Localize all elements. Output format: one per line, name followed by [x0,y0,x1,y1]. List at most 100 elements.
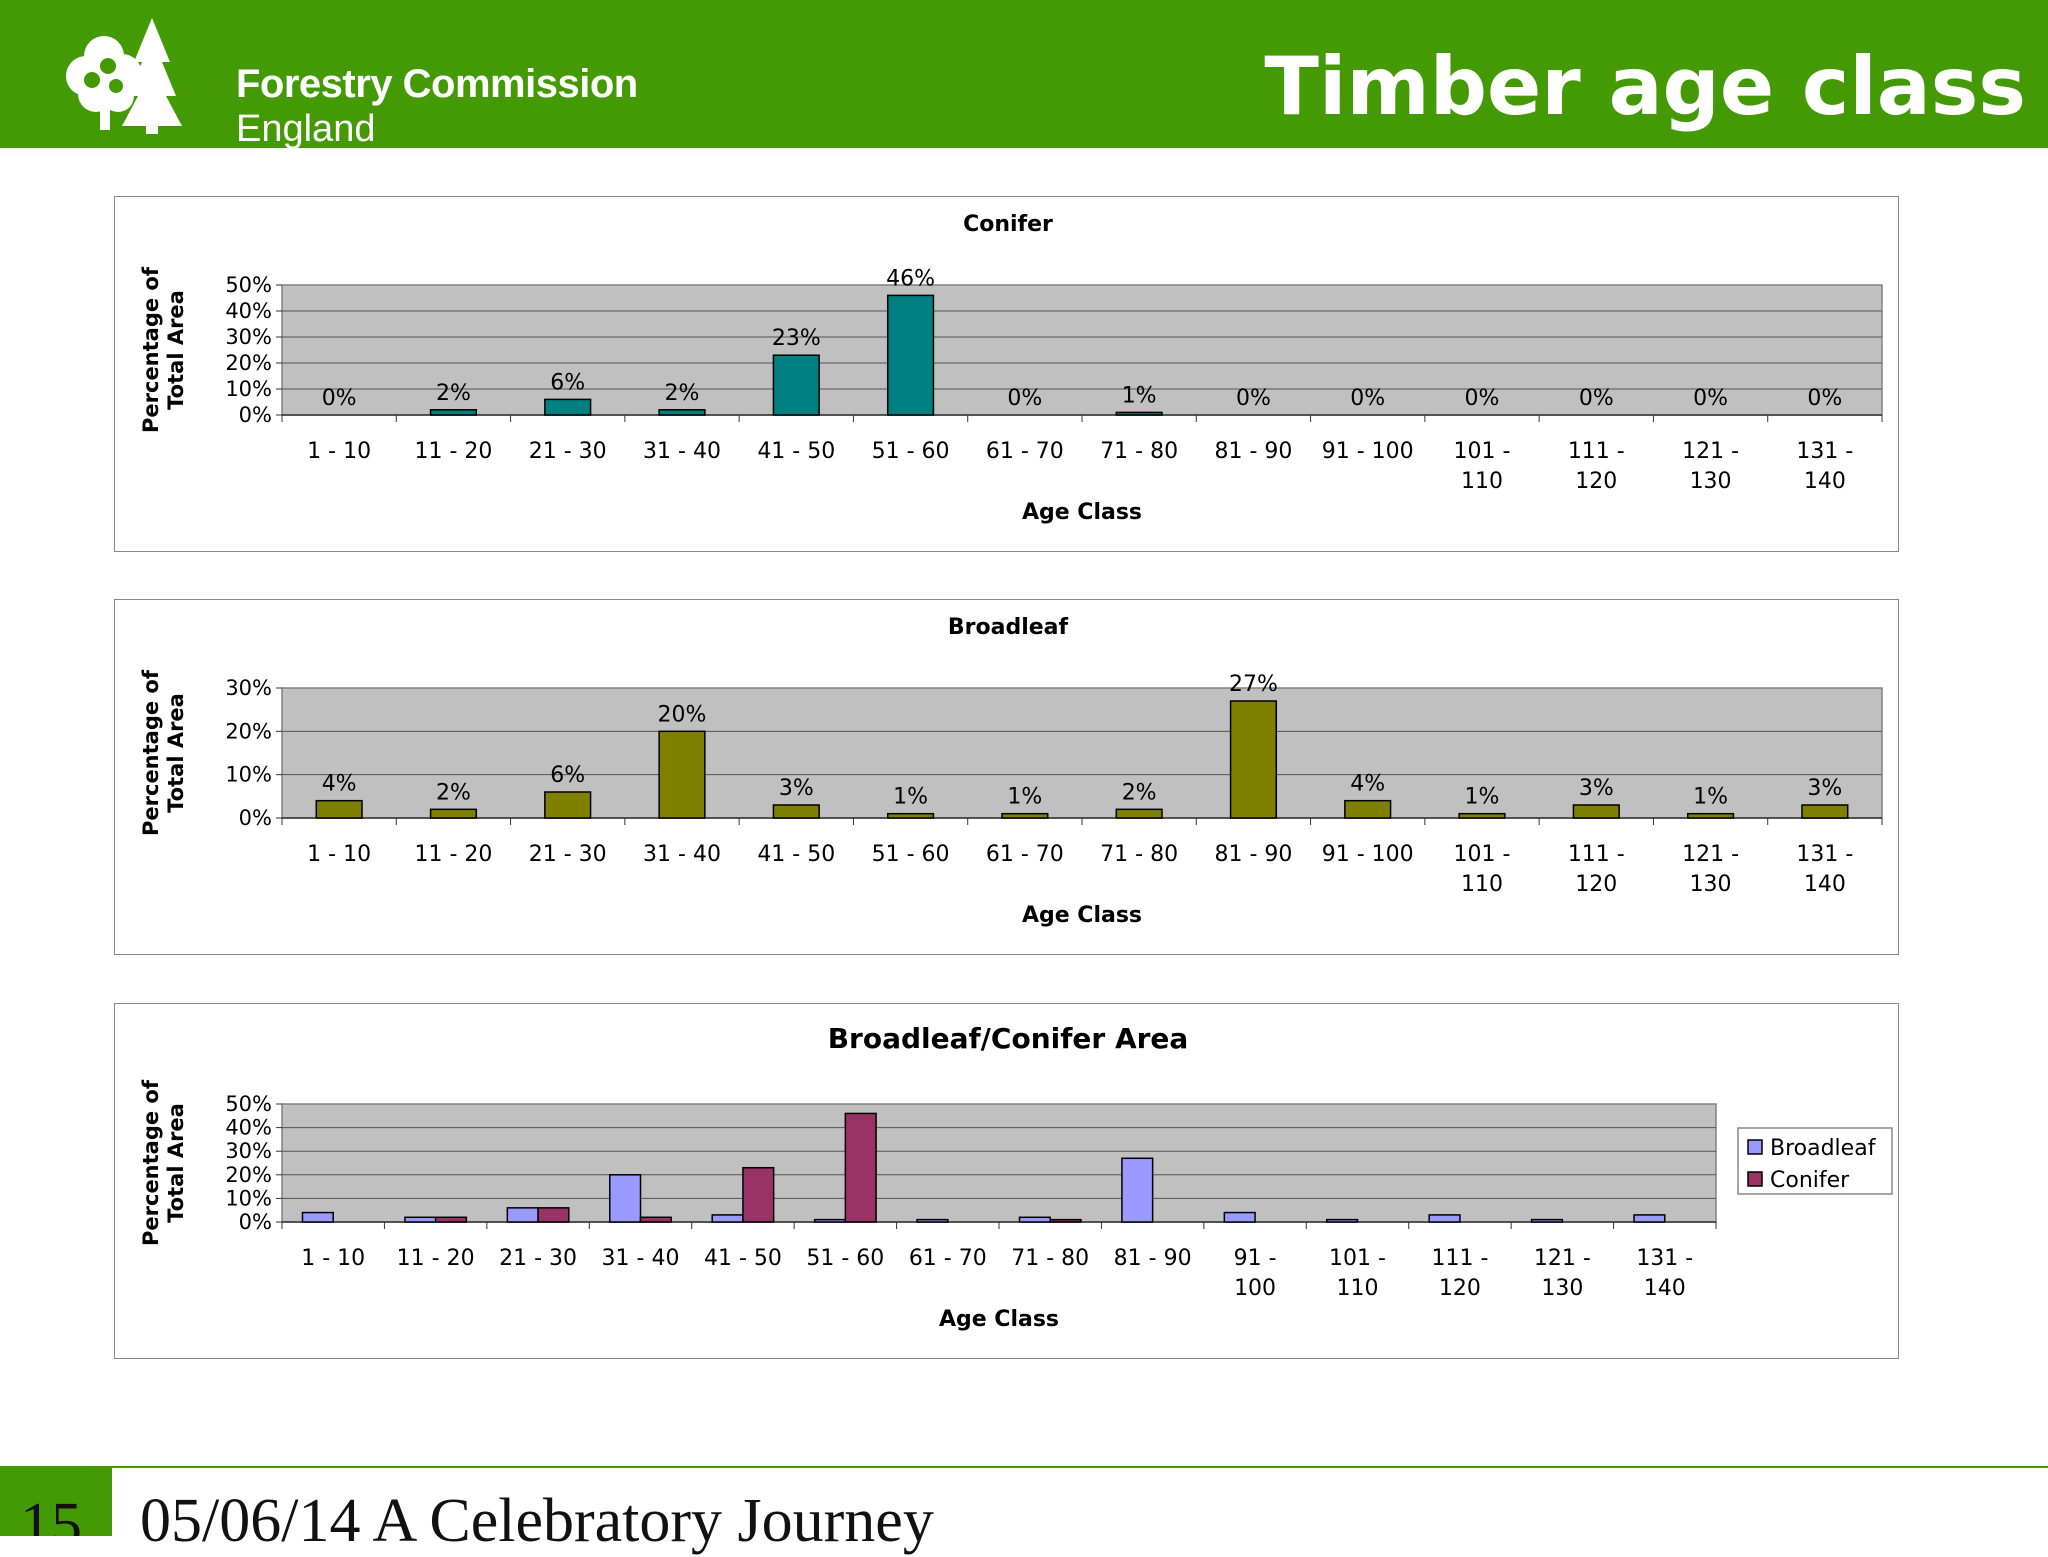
data-label: 23% [772,326,821,351]
x-tick-label: 51 - 60 [872,439,950,464]
x-tick-label: 11 - 20 [414,439,492,464]
bar-broadleaf [404,1216,437,1223]
x-tick-label: 121 - [1534,1246,1591,1271]
x-tick-label: 81 - 90 [1114,1246,1192,1271]
y-tick-label: 30% [225,1139,272,1163]
slide-title: Timber age class [1264,40,2026,133]
y-tick-label: 40% [225,1116,272,1140]
bar-value [772,354,820,416]
page-number-box: 15 [0,1468,112,1536]
bar-conifer [742,1166,775,1223]
data-label: 6% [550,370,585,395]
x-tick-label: 21 - 30 [499,1246,577,1271]
tree-logo-icon [66,18,182,134]
bar-value [315,799,363,819]
data-label: 6% [550,763,585,788]
broadleaf-chart: Broadleaf 0% 10% 20% 30% Percentage of Total A… [114,599,1899,955]
data-label: 0% [1236,386,1271,411]
data-label: 0% [1807,386,1842,411]
bar-conifer [844,1112,877,1223]
x-tick-label: 41 - 50 [757,842,835,867]
x-tick-label: 71 - 80 [1100,439,1178,464]
x-tick-label: 41 - 50 [704,1246,782,1271]
data-label: 0% [1465,386,1500,411]
bar-value [429,808,478,819]
y-tick-label: 30% [225,325,272,349]
x-tick-label: 140 [1804,469,1846,494]
data-label: 4% [1350,772,1385,797]
y-tick-label: 50% [225,1092,272,1116]
x-tick-label: 131 - [1796,439,1853,464]
bar-conifer [1049,1218,1082,1223]
bar-broadleaf [506,1207,539,1223]
x-tick-label: 31 - 40 [602,1246,680,1271]
plot-area [281,687,1883,819]
y-tick-label: 40% [225,299,272,323]
data-label: 46% [886,266,935,291]
x-tick-label: 41 - 50 [757,439,835,464]
page-number: 15 [20,1491,82,1536]
y-tick-label: 10% [225,377,272,401]
data-label: 0% [322,386,357,411]
bar-broadleaf [711,1214,744,1223]
x-tick-label: 61 - 70 [986,439,1064,464]
data-label: 1% [1693,785,1728,810]
x-tick-label: 110 [1461,469,1503,494]
bar-broadleaf [1428,1214,1461,1223]
x-tick-label: 61 - 70 [986,842,1064,867]
x-tick-label: 140 [1644,1276,1686,1301]
bar-value [544,398,592,416]
broadleaf-conifer-chart: Broadleaf/Conifer Area 0% 10% 20% 30% 40% 50% P… [114,1003,1899,1359]
bar-value [1458,812,1506,819]
y-tick-label: 0% [239,403,272,427]
bar-conifer [639,1216,672,1223]
x-tick-label: 130 [1541,1276,1583,1301]
data-label: 0% [1350,386,1385,411]
y-axis-label: Percentage of [139,1079,163,1246]
bar-value [1801,804,1849,819]
y-tick-label: 0% [239,1210,272,1234]
legend-swatch [1747,1139,1763,1155]
x-tick-label: 61 - 70 [909,1246,987,1271]
y-axis-label: Total Area [164,290,188,410]
footer-text: 05/06/14 A Celebratory Journey [140,1487,934,1555]
y-axis-label: Total Area [164,693,188,813]
x-tick-label: 131 - [1636,1246,1693,1271]
x-tick-label: 101 - [1454,842,1511,867]
x-axis-label: Age Class [939,1307,1059,1332]
x-tick-label: 21 - 30 [529,439,607,464]
broadleaf-conifer-chart-svg: Broadleaf/Conifer Area 0%10%20%30%40%50% P… [139,1022,1893,1332]
x-tick-label: 130 [1690,469,1732,494]
x-tick-label: 51 - 60 [806,1246,884,1271]
legend-label: Conifer [1770,1168,1850,1193]
bar-value [1001,812,1049,819]
chart-title: Broadleaf/Conifer Area [828,1022,1189,1055]
bar-broadleaf [916,1218,949,1223]
bar-value [1572,804,1620,819]
bar-conifer [537,1207,570,1223]
data-label: 1% [893,785,928,810]
legend-label: Broadleaf [1770,1136,1877,1161]
footer-divider [0,1466,2048,1468]
logo-text-line1: Forestry Commission [236,62,638,106]
logo-text-line2: England [236,108,376,150]
x-tick-label: 71 - 80 [1011,1246,1089,1271]
bar-broadleaf [1326,1218,1359,1223]
data-label: 20% [658,702,707,727]
x-tick-label: 11 - 20 [397,1246,475,1271]
x-tick-label: 111 - [1568,439,1625,464]
x-tick-label: 11 - 20 [414,842,492,867]
data-label: 1% [1122,383,1157,408]
data-label: 0% [1007,386,1042,411]
x-tick-label: 81 - 90 [1214,842,1292,867]
x-tick-label: 91 - 100 [1322,439,1414,464]
y-tick-label: 10% [225,1186,272,1210]
x-tick-label: 121 - [1682,842,1739,867]
bar-value [886,294,935,416]
data-label: 27% [1229,672,1278,697]
bar-broadleaf [609,1174,642,1223]
x-tick-label: 101 - [1454,439,1511,464]
x-tick-label: 121 - [1682,439,1739,464]
x-tick-label: 1 - 10 [307,842,371,867]
